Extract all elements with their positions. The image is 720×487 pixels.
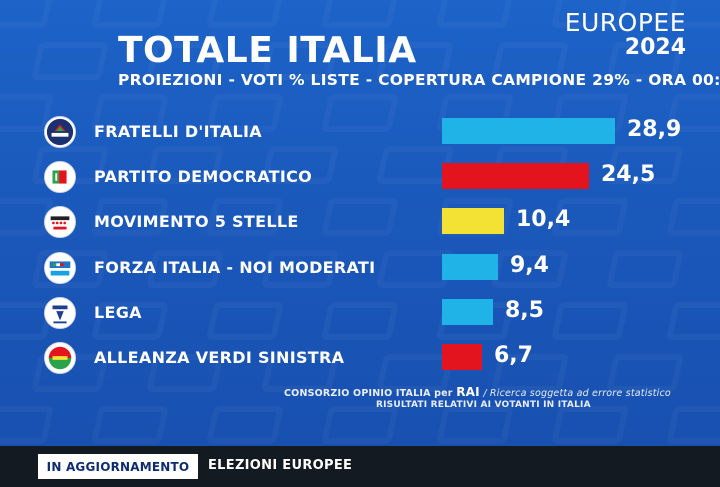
watermark-shape — [31, 42, 109, 80]
avs-logo-icon — [44, 342, 76, 374]
party-row: LEGA 8,5 — [0, 293, 720, 333]
chart-title: TOTALE ITALIA — [118, 30, 417, 71]
watermark-shape — [551, 406, 629, 444]
source-prefix: CONSORZIO OPINIO ITALIA per — [284, 388, 453, 399]
ticker-label: ELEZIONI EUROPEE — [208, 458, 353, 473]
party-name: LEGA — [94, 302, 142, 322]
bar — [442, 208, 504, 235]
watermark-shape — [91, 0, 169, 28]
party-name: ALLEANZA VERDI SINISTRA — [94, 348, 345, 367]
watermark-shape — [91, 406, 169, 444]
bar-value-label: 6,7 — [494, 343, 533, 368]
m5s-logo-icon — [44, 206, 76, 239]
bar — [442, 298, 493, 325]
watermark-shape — [666, 406, 720, 444]
watermark-shape — [206, 0, 284, 28]
bar — [442, 118, 615, 144]
fi-logo-icon — [44, 251, 76, 284]
fdi-logo-icon — [44, 116, 76, 148]
results-note: RISULTATI RELATIVI AI VOTANTI IN ITALIA — [376, 400, 591, 410]
party-row: PARTITO DEMOCRATICO 24,5 — [0, 157, 720, 197]
bar-value-label: 24,5 — [601, 162, 656, 188]
watermark-shape — [436, 406, 514, 444]
party-name: FORZA ITALIA - NOI MODERATI — [94, 257, 376, 277]
brand-label: EUROPEE — [564, 8, 686, 37]
watermark-shape — [321, 0, 399, 28]
bar-value-label: 9,4 — [510, 252, 549, 278]
party-name: MOVIMENTO 5 STELLE — [94, 212, 299, 232]
party-row: ALLEANZA VERDI SINISTRA 6,7 — [0, 338, 720, 378]
bar — [442, 163, 589, 190]
watermark-shape — [321, 406, 399, 444]
bar — [442, 253, 498, 280]
bar-value-label: 28,9 — [627, 117, 682, 142]
pd-logo-icon — [44, 161, 76, 194]
bar — [442, 344, 482, 370]
chart-subtitle: PROIEZIONI - VOTI % LISTE - COPERTURA CA… — [118, 71, 720, 89]
party-row: MOVIMENTO 5 STELLE 10,4 — [0, 202, 720, 242]
lega-logo-icon — [44, 296, 76, 329]
update-badge: IN AGGIORNAMENTO — [38, 454, 198, 479]
watermark-shape — [436, 0, 514, 28]
watermark-shape — [206, 406, 284, 444]
watermark-shape — [0, 406, 54, 444]
watermark-shape — [0, 0, 54, 28]
bar-value-label: 8,5 — [505, 297, 544, 323]
source-note: CONSORZIO OPINIO ITALIA per RAI / Ricerc… — [284, 385, 671, 399]
brand-year: 2024 — [624, 35, 686, 60]
source-brand: RAI — [456, 385, 480, 399]
party-name: PARTITO DEMOCRATICO — [94, 167, 313, 187]
party-row: FRATELLI D'ITALIA 28,9 — [0, 112, 720, 152]
party-row: FORZA ITALIA - NOI MODERATI 9,4 — [0, 248, 720, 288]
bar-value-label: 10,4 — [516, 207, 571, 233]
party-name: FRATELLI D'ITALIA — [94, 122, 262, 141]
source-disclaimer: / Ricerca soggetta ad errore statistico — [483, 388, 671, 399]
ticker-bar: IN AGGIORNAMENTO ELEZIONI EUROPEE — [0, 446, 720, 487]
